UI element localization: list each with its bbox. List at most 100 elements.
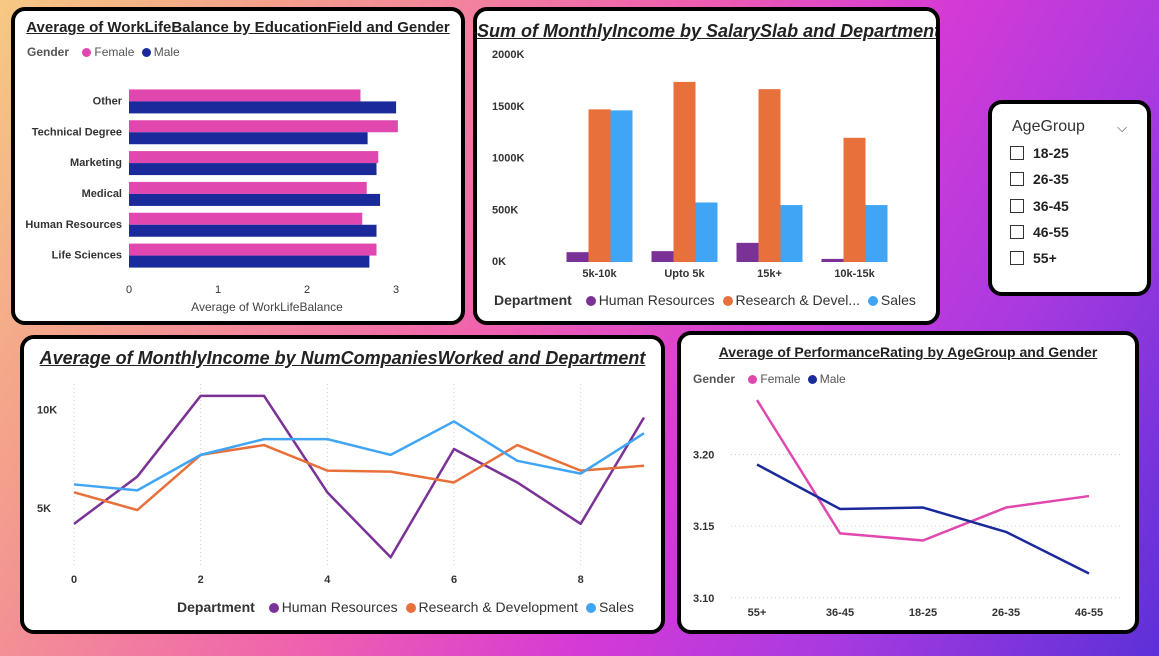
- y-tick-label: 500K: [492, 204, 518, 216]
- chart-worklifebalance-panel: Average of WorkLifeBalance by EducationF…: [11, 7, 465, 325]
- bar-hr: [821, 258, 844, 262]
- checkbox[interactable]: [1010, 146, 1024, 160]
- chart-title: Average of MonthlyIncome by NumCompanies…: [39, 348, 646, 368]
- bar-hr: [651, 251, 674, 262]
- slicer-option[interactable]: 46-55: [1010, 224, 1069, 240]
- y-tick-label: 0K: [492, 256, 506, 268]
- x-tick-label: 4: [324, 574, 331, 586]
- legend-female-label: Female: [760, 372, 801, 386]
- x-tick-label: 3: [393, 284, 399, 296]
- chart-salaryslab-panel: Sum of MonthlyIncome by SalarySlab and D…: [473, 7, 940, 325]
- legend-title: Gender: [693, 372, 736, 386]
- chevron-down-icon[interactable]: ⌵: [1117, 120, 1127, 135]
- category-label: 36-45: [826, 607, 854, 619]
- x-tick-label: 2: [304, 284, 310, 296]
- bar-rd: [673, 81, 696, 262]
- bar-chart-svg: Other Technical Degree Marketing Medical Hum…: [25, 89, 399, 314]
- slicer-option-label: 36-45: [1033, 198, 1069, 214]
- chart-performance-panel: Average of PerformanceRating by AgeGroup…: [677, 331, 1139, 634]
- x-tick-label: 8: [578, 574, 584, 586]
- legend-sales-label: Sales: [598, 599, 634, 615]
- bar-male: [129, 193, 381, 206]
- legend-sales-dot: [585, 603, 596, 613]
- bar-male: [129, 132, 368, 145]
- line-chart-svg: 0 2 4 6 8 5K 10K: [37, 384, 646, 586]
- bar-rd: [758, 89, 781, 262]
- x-tick-label: 0: [126, 284, 132, 296]
- x-axis-label: Average of WorkLifeBalance: [191, 300, 343, 314]
- bar-male: [129, 163, 377, 176]
- slicer-option-label: 26-35: [1033, 171, 1069, 187]
- bar-hr: [566, 252, 589, 262]
- category-label: 26-35: [992, 607, 1020, 619]
- bar-sales: [865, 205, 888, 262]
- slicer-option[interactable]: 55+: [1010, 250, 1057, 266]
- slicer-option[interactable]: 26-35: [1010, 171, 1069, 187]
- category-label: Technical Degree: [32, 126, 122, 138]
- legend-hr-label: Human Resources: [598, 292, 715, 308]
- y-tick-label: 10K: [37, 405, 57, 417]
- bar-female: [129, 243, 377, 256]
- legend-male-dot: [807, 375, 817, 384]
- slicer-option[interactable]: 36-45: [1010, 198, 1069, 214]
- category-label: Life Sciences: [52, 250, 122, 262]
- bar-rd: [843, 137, 866, 262]
- legend-male-label: Male: [819, 372, 846, 386]
- category-label: 15k+: [757, 268, 782, 280]
- checkbox[interactable]: [1010, 172, 1024, 186]
- slicer-option-label: 18-25: [1033, 145, 1069, 161]
- bar-female: [129, 212, 363, 225]
- bar-female: [129, 151, 379, 164]
- bar-male: [129, 255, 370, 268]
- legend-female-dot: [748, 375, 758, 384]
- legend-hr-dot: [268, 603, 279, 613]
- chart-numcompanies-panel: Average of MonthlyIncome by NumCompanies…: [20, 335, 665, 634]
- x-tick-label: 2: [198, 574, 204, 586]
- chart-title: Sum of MonthlyIncome by SalarySlab and D…: [477, 21, 940, 41]
- bar-male: [129, 101, 397, 114]
- x-tick-label: 0: [71, 574, 77, 586]
- legend-title: Gender: [27, 45, 70, 59]
- y-tick-label: 3.20: [693, 450, 714, 462]
- checkbox[interactable]: [1010, 199, 1024, 213]
- legend[interactable]: Department Human Resources Research & De…: [494, 292, 916, 308]
- line-chart-svg: 3.10 3.15 3.20 55+ 36-45 18-25 26-35 46-55: [693, 399, 1121, 619]
- legend-female-label: Female: [94, 45, 135, 59]
- legend[interactable]: Department Human Resources Research & De…: [177, 599, 634, 615]
- bar-hr: [736, 242, 759, 262]
- series-line-sales: [73, 420, 645, 492]
- legend[interactable]: Gender Female Male: [693, 372, 846, 386]
- category-label: 46-55: [1075, 607, 1103, 619]
- legend[interactable]: Gender Female Male: [27, 45, 180, 59]
- agegroup-slicer[interactable]: AgeGroup ⌵ 18-25 26-35 36-45 46-55 55+: [988, 100, 1151, 296]
- x-tick-label: 6: [451, 574, 457, 586]
- y-tick-label: 1000K: [492, 153, 524, 165]
- x-tick-label: 1: [215, 284, 221, 296]
- series-line-male: [756, 463, 1090, 575]
- category-label: Other: [93, 95, 123, 107]
- category-label: 18-25: [909, 607, 937, 619]
- checkbox[interactable]: [1010, 251, 1024, 265]
- slicer-option[interactable]: 18-25: [1010, 145, 1069, 161]
- category-label: Human Resources: [25, 219, 122, 231]
- bar-sales: [695, 202, 718, 262]
- bar-rd: [588, 109, 611, 263]
- y-tick-label: 3.15: [693, 521, 714, 533]
- y-tick-label: 3.10: [693, 593, 714, 605]
- category-label: 5k-10k: [582, 268, 617, 280]
- slicer-title: AgeGroup: [1012, 118, 1085, 135]
- checkbox[interactable]: [1010, 225, 1024, 239]
- series-line-rd: [73, 443, 645, 512]
- legend-sales-label: Sales: [880, 292, 916, 308]
- legend-hr-label: Human Resources: [281, 599, 398, 615]
- legend-male-label: Male: [153, 45, 180, 59]
- bar-female: [129, 120, 398, 133]
- slicer-option-label: 55+: [1033, 250, 1057, 266]
- category-label: Medical: [82, 188, 122, 200]
- legend-rd-dot: [405, 603, 416, 613]
- y-tick-label: 1500K: [492, 101, 524, 113]
- legend-rd-label: Research & Devel...: [735, 292, 861, 308]
- legend-male-dot: [141, 48, 151, 57]
- category-label: 10k-15k: [834, 268, 875, 280]
- bar-sales: [610, 110, 633, 262]
